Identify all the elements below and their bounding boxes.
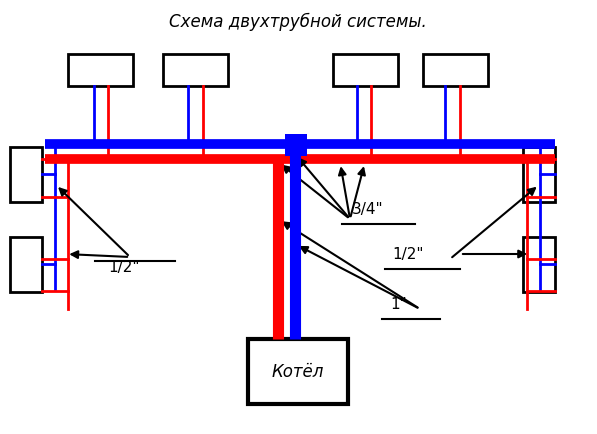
Bar (523, 148, 555, 203)
Bar (333, 55, 398, 87)
Bar (523, 237, 555, 293)
Text: 1/2": 1/2" (108, 260, 140, 275)
Bar (163, 55, 228, 87)
Text: Схема двухтрубной системы.: Схема двухтрубной системы. (169, 13, 427, 31)
Bar (68, 55, 133, 87)
Bar (10, 237, 42, 293)
Text: 1": 1" (390, 297, 407, 312)
Bar (285, 135, 307, 157)
Bar (423, 55, 488, 87)
Text: 1/2": 1/2" (392, 247, 423, 262)
Bar (248, 339, 348, 404)
Bar (10, 148, 42, 203)
Text: 3/4": 3/4" (352, 202, 384, 217)
Text: Котёл: Котёл (272, 363, 324, 381)
